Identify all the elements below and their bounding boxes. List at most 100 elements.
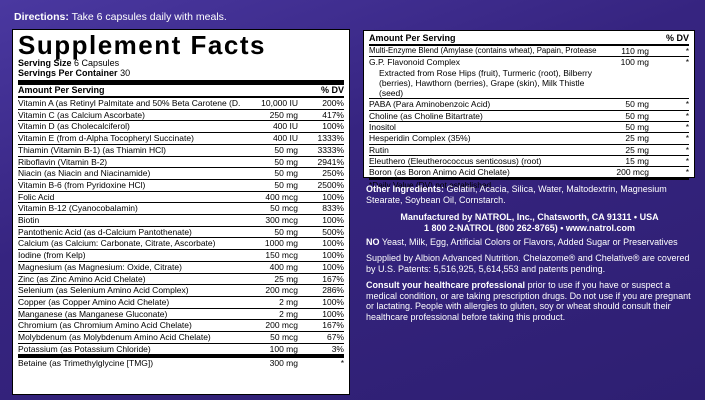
nutrient-dv: 286% xyxy=(322,285,344,296)
other-text: Gelatin, Acacia, Silica, Water, Maltodex… xyxy=(366,184,667,205)
no-text: Yeast, Milk, Egg, Artificial Colors or F… xyxy=(381,237,678,247)
nutrient-name: Thiamin (Vitamin B-1) (as Thiamin HCl) xyxy=(18,144,166,155)
nutrient-dv: 100% xyxy=(322,250,344,261)
nutrient-amount: 300 mcg xyxy=(265,215,298,226)
nutrient-name: Biotin xyxy=(18,215,40,226)
nutrient-name: Iodine (from Kelp) xyxy=(18,250,86,261)
nutrient-row: Zinc (as Zinc Amino Acid Chelate) 25 mg 16… xyxy=(18,272,344,285)
nutrient-name: Vitamin E (from d-Alpha Tocopheryl Succi… xyxy=(18,133,194,144)
nutrient-dv: * xyxy=(685,144,689,155)
manufacturer-line1: Manufactured by NATROL, Inc., Chatsworth… xyxy=(400,212,659,222)
nutrient-dv: * xyxy=(685,57,689,68)
nutrient-row: Choline (as Choline Bitartrate) 50 mg * xyxy=(369,109,689,121)
manufacturer-line2: 1 800 2-NATROL (800 262-8765) • www.natr… xyxy=(423,222,636,233)
facts-rows: Vitamin A (as Retinyl Palmitate and 50% … xyxy=(18,98,344,354)
nutrient-row: Vitamin A (as Retinyl Palmitate and 50% … xyxy=(18,98,344,109)
nutrient-row: Potassium (as Potassium Chloride) 100 mg 3… xyxy=(18,342,344,355)
nutrient-row: Vitamin B-12 (Cyanocobalamin) 50 mcg 833% xyxy=(18,202,344,214)
nutrient-name: Vitamin A (as Retinyl Palmitate and 50% … xyxy=(18,98,240,108)
nutrient-row: Niacin (as Niacin and Niacinamide) 50 mg 2… xyxy=(18,167,344,179)
nutrient-amount: 200 mcg xyxy=(265,320,298,331)
nutrient-row: Vitamin C (as Calcium Ascorbate) 250 mg 41… xyxy=(18,108,344,121)
nutrient-row: Molybdenum (as Molybdenum Amino Acid Che… xyxy=(18,331,344,343)
betaine-row: Betaine (as Trimethylglycine [TMG]) 300 … xyxy=(18,358,344,369)
servings-per-container: Servings Per Container 30 xyxy=(18,68,131,78)
nutrient-row: Riboflavin (Vitamin B-2) 50 mg 2941% xyxy=(18,155,344,168)
nutrient-dv: * xyxy=(340,358,344,369)
nutrient-name: Chromium (as Chromium Amino Acid Chelate… xyxy=(18,320,192,331)
nutrient-dv: * xyxy=(685,99,689,110)
nutrient-amount: 200 mcg xyxy=(616,167,649,178)
nutrient-row: Folic Acid 400 mcg 100% xyxy=(18,190,344,203)
nutrient-amount: 50 mg xyxy=(274,156,298,167)
nutrient-name: Multi-Enzyme Blend (Amylase (contains wh… xyxy=(369,46,597,55)
divider xyxy=(369,177,689,180)
nutrient-dv: 200% xyxy=(322,98,344,108)
divider xyxy=(18,96,344,98)
supplement-facts-continued-panel: Amount Per Serving % DV Multi-Enzyme Ble… xyxy=(363,30,695,190)
nutrient-name: Hesperidin Complex (35%) xyxy=(369,133,471,144)
nutrient-amount: 200 mcg xyxy=(265,285,298,296)
nutrient-name: Selenium (as Selenium Amino Acid Complex… xyxy=(18,285,189,296)
nutrient-amount: 100 mg xyxy=(620,57,649,68)
nutrient-row: Pantothenic Acid (as d-Calcium Pantothen… xyxy=(18,225,344,238)
nutrient-amount: 2 mg xyxy=(279,296,298,307)
directions: Directions: Take 6 capsules daily with m… xyxy=(14,11,227,23)
nutrient-dv: 100% xyxy=(322,191,344,202)
dv-note: *Daily Value (DV) not established. xyxy=(369,179,494,190)
multienzyme-row: Multi-Enzyme Blend (Amylase (contains wh… xyxy=(369,46,689,56)
nutrient-name: Choline (as Choline Bitartrate) xyxy=(369,110,483,121)
nutrient-name: Potassium (as Potassium Chloride) xyxy=(18,343,151,354)
nutrient-dv: 100% xyxy=(322,215,344,226)
nutrient-name: Rutin xyxy=(369,144,389,155)
nutrient-row: Inositol 50 mg * xyxy=(369,121,689,132)
nutrient-row: Chromium (as Chromium Amino Acid Chelate… xyxy=(18,319,344,331)
nutrient-dv: * xyxy=(685,155,689,166)
nutrient-sub: Extracted from Rose Hips (fruit), Turmer… xyxy=(379,67,593,99)
nutrient-row: Vitamin E (from d-Alpha Tocopheryl Succi… xyxy=(18,132,344,144)
header-amount: Amount Per Serving xyxy=(369,33,456,43)
nutrient-amount: 25 mg xyxy=(625,133,649,144)
nutrient-dv: 500% xyxy=(322,226,344,237)
nutrient-dv: 2500% xyxy=(317,179,344,190)
nutrient-row: Biotin 300 mcg 100% xyxy=(18,214,344,226)
nutrient-dv: 1333% xyxy=(317,133,344,144)
nutrient-dv: 167% xyxy=(322,273,344,284)
nutrient-name: Boron (as Boron Animo Acid Chelate) xyxy=(369,167,510,178)
nutrient-amount: 150 mcg xyxy=(265,250,298,261)
nutrient-row: Calcium (as Calcium: Carbonate, Citrate,… xyxy=(18,237,344,249)
nutrient-amount: 50 mg xyxy=(625,99,649,110)
nutrient-amount: 50 mcg xyxy=(270,332,298,343)
nutrient-name: Zinc (as Zinc Amino Acid Chelate) xyxy=(18,273,146,284)
nutrient-dv: 3% xyxy=(331,343,344,354)
nutrient-dv: 67% xyxy=(326,332,344,343)
nutrient-row: Copper (as Copper Amino Acid Chelate) 2 m… xyxy=(18,295,344,308)
nutrient-name: Niacin (as Niacin and Niacinamide) xyxy=(18,168,151,179)
nutrient-dv: 833% xyxy=(322,203,344,214)
nutrient-dv: 100% xyxy=(322,238,344,249)
nutrient-dv: 250% xyxy=(322,168,344,179)
nutrient-dv: * xyxy=(685,133,689,144)
header-dv: % DV xyxy=(320,85,344,95)
nutrient-amount: 110 mg xyxy=(621,46,649,56)
nutrient-amount: 50 mg xyxy=(274,226,298,237)
nutrient-amount: 400 IU xyxy=(272,121,298,132)
directions-label: Directions: xyxy=(14,11,69,23)
facts2-rows: PABA (Para Aminobenzoic Acid) 50 mg * Choli… xyxy=(369,98,689,177)
nutrient-row: Magnesium (as Magnesium: Oxide, Citrate)… xyxy=(18,260,344,273)
divider xyxy=(369,44,689,46)
nutrient-row: Thiamin (Vitamin B-1) (as Thiamin HCl) 50… xyxy=(18,143,344,156)
nutrient-amount: 50 mg xyxy=(274,179,298,190)
consult-text: prior to use if you have or suspect a me… xyxy=(366,280,691,322)
nutrient-name: Vitamin C (as Calcium Ascorbate) xyxy=(18,109,145,120)
nutrient-dv: 417% xyxy=(322,109,344,120)
nutrient-amount: 1000 mg xyxy=(264,238,298,249)
nutrient-amount: 50 mg xyxy=(625,110,649,121)
nutrient-dv: 2941% xyxy=(317,156,344,167)
nutrient-amount: 10,000 IU xyxy=(261,98,298,108)
nutrient-amount: 15 mg xyxy=(625,155,649,166)
nutrient-dv: * xyxy=(685,46,689,56)
consult-warning: Consult your healthcare professional pri… xyxy=(366,280,693,322)
consult-label: Consult your healthcare professional xyxy=(366,280,526,290)
nutrient-amount: 400 IU xyxy=(272,133,298,144)
